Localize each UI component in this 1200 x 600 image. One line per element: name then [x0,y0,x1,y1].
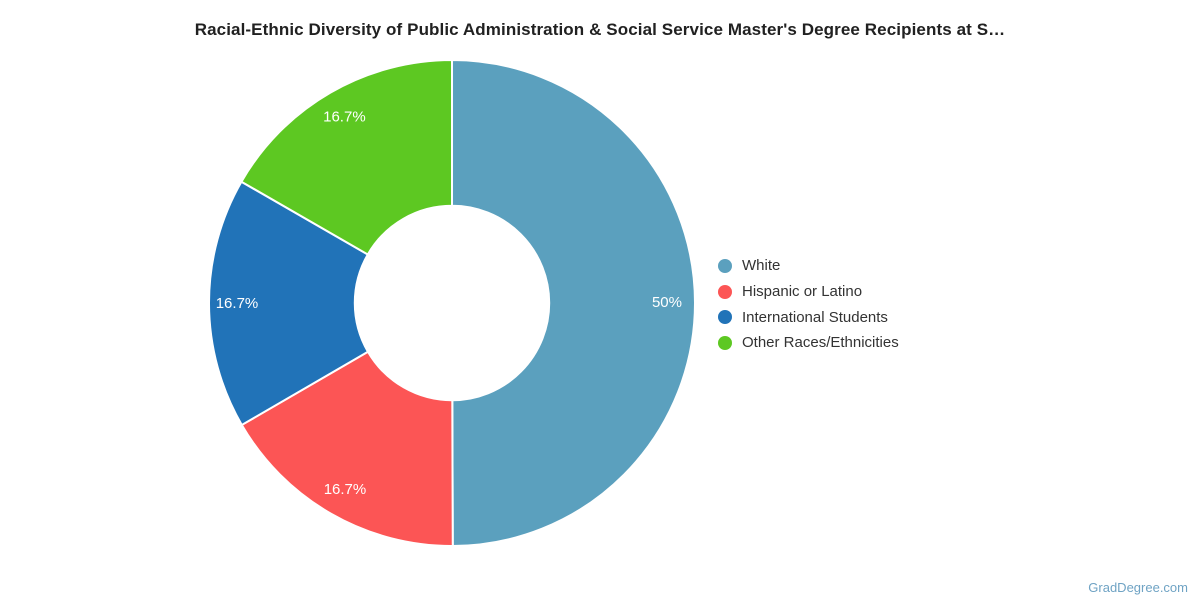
chart-title: Racial-Ethnic Diversity of Public Admini… [194,20,1006,39]
legend-item: Other Races/Ethnicities [718,330,899,356]
pie-slice[interactable] [451,59,696,547]
legend-marker-icon [718,284,732,299]
legend-item: White [718,253,899,279]
slice-label: 16.7% [324,481,367,498]
watermark-link[interactable]: GradDegree.com [1088,580,1188,595]
legend-item: Hispanic or Latino [718,279,899,305]
legend-label: Hispanic or Latino [742,283,863,301]
donut-chart: 50% 16.7% 16.7% 16.7% [208,59,696,547]
slice-label: 16.7% [323,108,366,125]
legend-marker-icon [718,258,732,273]
pie-slice[interactable] [208,180,369,426]
legend-label: Other Races/Ethnicities [742,334,899,352]
slice-label: 16.7% [216,295,259,312]
legend-marker-icon [718,335,732,350]
pie-slice[interactable] [240,350,454,547]
legend: White Hispanic or Latino International Stu… [718,253,899,356]
pie-slice[interactable] [240,59,453,256]
legend-label: International Students [742,308,888,326]
legend-item: International Students [718,304,899,330]
legend-label: White [742,257,781,275]
legend-marker-icon [718,310,732,325]
slice-label: 50% [652,294,682,311]
donut-chart-area: 50% 16.7% 16.7% 16.7% [202,53,702,553]
